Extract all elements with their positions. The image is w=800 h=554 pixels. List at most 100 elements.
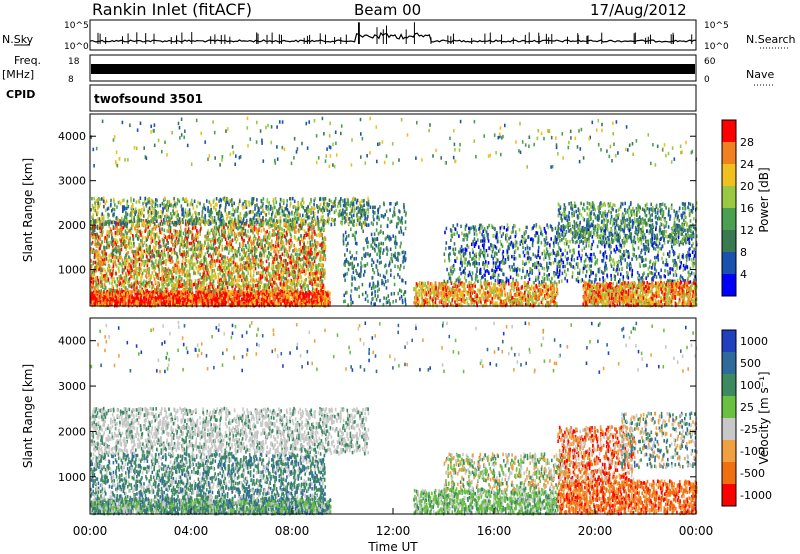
range-cell (217, 272, 219, 277)
range-cell (221, 280, 224, 284)
range-cell (152, 251, 155, 256)
range-cell (207, 296, 209, 300)
range-cell (187, 250, 189, 255)
range-cell (282, 287, 284, 292)
range-cell (95, 244, 98, 248)
range-cell (311, 271, 314, 276)
range-cell (139, 270, 141, 275)
range-cell (218, 280, 220, 285)
range-cell (124, 288, 127, 293)
range-cell (222, 271, 225, 275)
range-cell (191, 283, 194, 287)
range-cell (296, 290, 299, 294)
range-cell (184, 262, 186, 266)
range-cell (317, 264, 319, 269)
range-cell (210, 268, 213, 272)
range-cell (99, 303, 102, 308)
range-cell (235, 225, 238, 230)
range-cell (229, 297, 231, 301)
range-cell (169, 280, 172, 284)
range-cell (123, 268, 125, 272)
range-cell (280, 280, 282, 284)
range-cell (276, 268, 278, 273)
range-cell (253, 260, 255, 265)
range-cell (274, 254, 276, 259)
range-cell (300, 275, 303, 279)
range-cell (142, 289, 144, 294)
range-cell (169, 226, 172, 230)
range-cell (217, 259, 219, 263)
range-cell (103, 290, 105, 294)
range-cell (212, 297, 214, 301)
range-cell (253, 228, 256, 232)
range-cell (279, 247, 281, 251)
range-cell (256, 230, 258, 234)
range-cell (111, 301, 113, 305)
range-cell (261, 297, 263, 302)
range-cell (273, 270, 275, 274)
range-cell (251, 227, 253, 231)
range-cell (155, 272, 157, 277)
range-cell (102, 259, 104, 264)
range-cell (256, 302, 258, 306)
range-cell (224, 267, 226, 272)
range-cell (286, 301, 288, 305)
range-cell (255, 249, 257, 254)
range-cell (275, 226, 278, 231)
range-cell (286, 284, 288, 289)
range-cell (161, 277, 164, 281)
range-cell (273, 296, 275, 300)
range-cell (159, 228, 161, 232)
range-cell (126, 292, 128, 296)
cpid-frame (89, 84, 697, 112)
range-cell (157, 302, 160, 307)
range-cell (164, 292, 166, 296)
range-cell (167, 275, 169, 279)
range-cell (282, 292, 285, 296)
range-cell (267, 299, 270, 303)
range-cell (173, 292, 176, 296)
range-cell (152, 245, 155, 249)
range-cell (234, 287, 236, 292)
range-cell (272, 270, 274, 275)
range-cell (142, 303, 145, 307)
range-cell (291, 295, 293, 300)
range-cell (313, 291, 316, 295)
range-cell (214, 297, 216, 301)
range-cell (303, 280, 306, 285)
range-cell (132, 275, 135, 280)
range-cell (253, 289, 256, 293)
range-cell (301, 227, 304, 231)
range-cell (128, 279, 130, 284)
range-cell (139, 298, 142, 303)
range-cell (211, 264, 214, 268)
range-cell (175, 298, 178, 302)
range-cell (143, 296, 146, 300)
power-cells (90, 116, 698, 308)
range-cell (92, 290, 95, 294)
range-cell (308, 301, 311, 306)
range-cell (224, 259, 226, 263)
range-cell (185, 231, 187, 235)
range-cell (200, 284, 202, 288)
range-cell (266, 229, 268, 234)
range-cell (108, 298, 111, 302)
range-cell (125, 261, 128, 266)
range-cell (137, 289, 140, 293)
range-cell (165, 289, 168, 294)
range-cell (140, 268, 142, 272)
range-cell (321, 279, 324, 284)
range-cell (281, 292, 283, 296)
range-cell (264, 248, 267, 253)
range-cell (247, 281, 250, 285)
range-cell (240, 273, 243, 277)
range-cell (288, 221, 290, 225)
range-cell (271, 302, 274, 306)
range-cell (261, 263, 264, 267)
range-cell (96, 287, 99, 292)
range-cell (204, 219, 207, 223)
range-cell (267, 302, 269, 306)
range-cell (281, 289, 284, 294)
range-cell (266, 238, 269, 242)
range-cell (169, 278, 172, 282)
